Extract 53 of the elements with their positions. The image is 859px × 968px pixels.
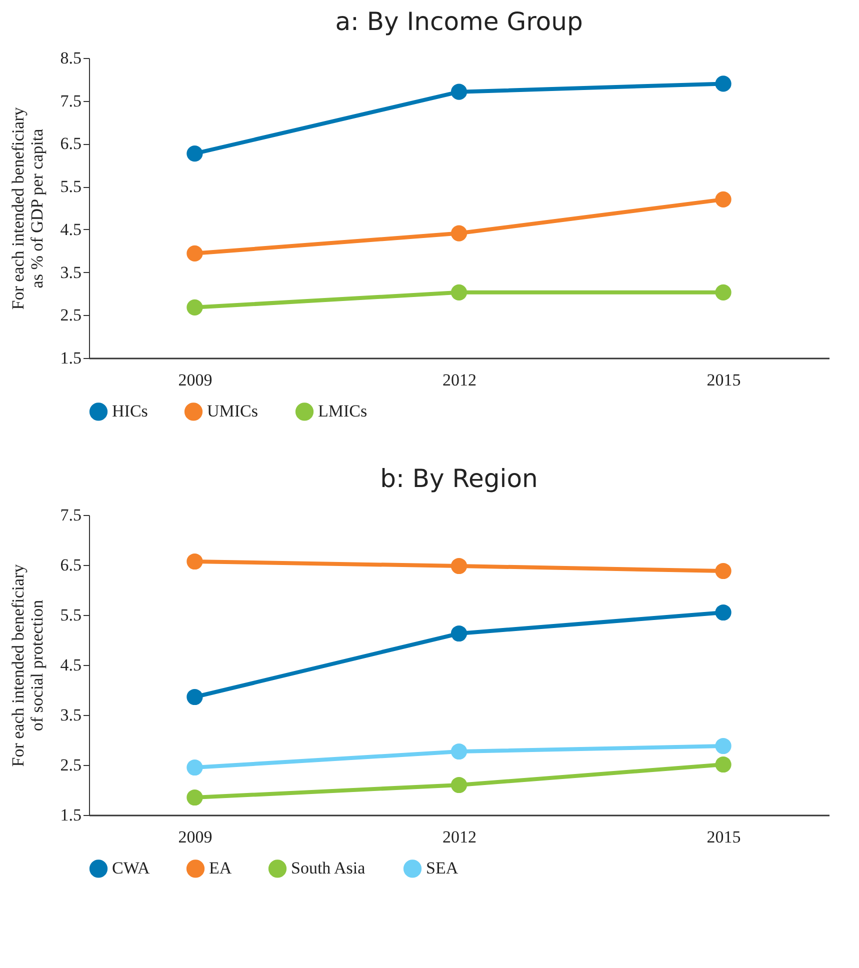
y-tick-label: 6.5 — [60, 556, 82, 574]
point — [186, 759, 203, 776]
point — [715, 76, 732, 92]
y-tick-label: 2.5 — [60, 306, 82, 325]
point — [450, 284, 468, 300]
y-tick-label: 3.5 — [60, 706, 82, 724]
legend-label: HICs — [112, 402, 148, 421]
y-tick-label: 4.5 — [60, 220, 82, 239]
y-tick-label: 7.5 — [60, 506, 82, 524]
y-tick-label: 1.5 — [60, 348, 82, 368]
x-tick-label: 2015 — [706, 828, 741, 846]
point — [450, 776, 468, 794]
point — [450, 225, 468, 242]
legend-label: South Asia — [291, 858, 366, 878]
point — [186, 146, 203, 162]
legend-label: LMICs — [318, 402, 368, 421]
y-tick-label: 7.5 — [60, 91, 82, 110]
x-tick-label: 2009 — [178, 370, 212, 390]
point — [186, 789, 203, 806]
x-tick-label: 2012 — [442, 828, 476, 846]
point — [186, 299, 203, 316]
point — [450, 625, 468, 642]
point — [715, 284, 732, 300]
chart-title: b: By Region — [380, 464, 538, 493]
y-tick-label: 5.5 — [60, 177, 82, 196]
y-tick-label: 6.5 — [60, 134, 82, 154]
y-tick-label: 1.5 — [60, 806, 82, 824]
point — [715, 562, 732, 580]
point — [186, 553, 203, 570]
chart-title: a: By Income Group — [335, 7, 583, 36]
legend-label: UMICs — [207, 402, 258, 421]
point — [450, 743, 468, 760]
y-tick-label: 3.5 — [60, 262, 82, 282]
point — [186, 245, 203, 262]
point — [715, 191, 732, 208]
y-axis-title: For each intended beneficiary of social protection — [8, 564, 46, 767]
point — [715, 604, 732, 621]
x-tick-label: 2015 — [706, 370, 741, 390]
y-tick-label: 4.5 — [60, 656, 82, 674]
legend-label: CWA — [112, 858, 150, 878]
legend-label: SEA — [426, 858, 459, 878]
y-tick-label: 2.5 — [60, 756, 82, 774]
legend-label: EA — [209, 858, 232, 878]
x-tick-label: 2009 — [178, 828, 212, 846]
y-axis-title: For each intended beneficiary as % of GDP per capita — [8, 106, 46, 310]
point — [715, 756, 732, 773]
x-tick-label: 2012 — [442, 370, 476, 390]
point — [450, 84, 468, 100]
y-tick-label: 5.5 — [60, 606, 82, 624]
point — [450, 558, 468, 574]
point — [715, 738, 732, 754]
y-tick-label: 8.5 — [60, 48, 82, 68]
point — [186, 688, 203, 706]
